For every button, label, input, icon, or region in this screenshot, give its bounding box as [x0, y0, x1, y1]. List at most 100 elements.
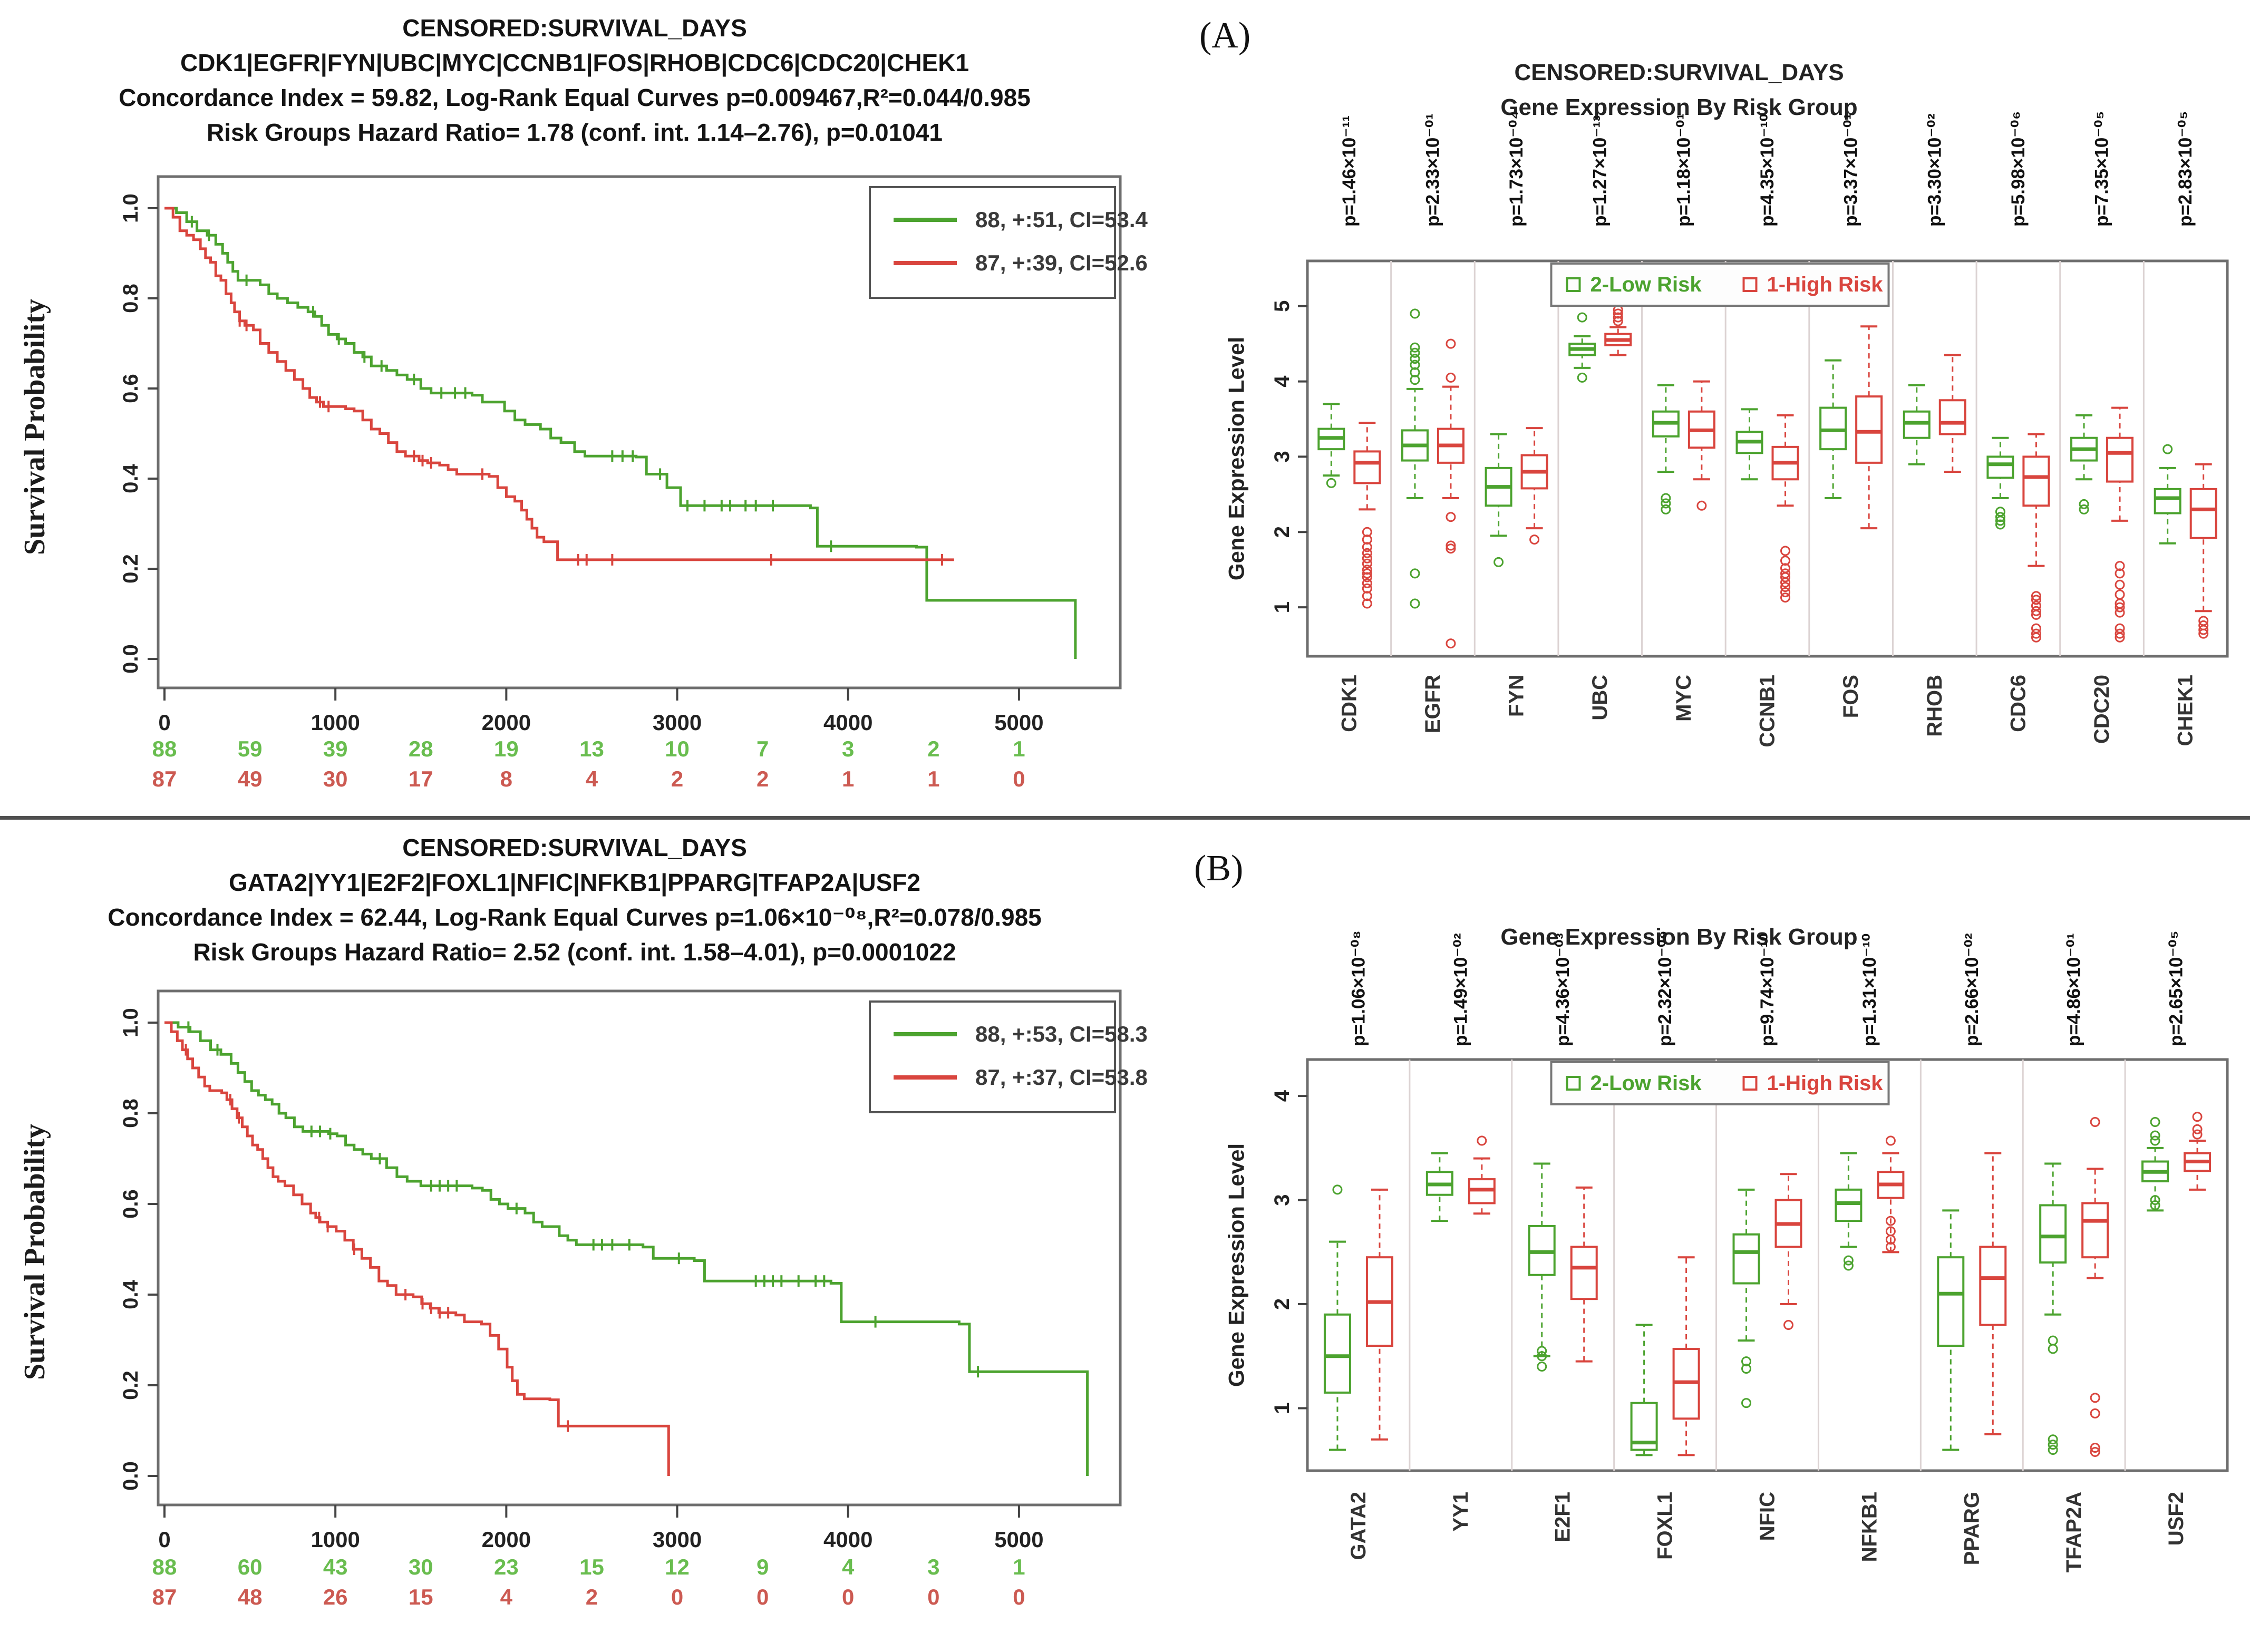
outlier-point — [2192, 1124, 2203, 1134]
y-tick-label: 4 — [1271, 1090, 1294, 1102]
y-tick-label: 1.0 — [119, 1008, 142, 1037]
legend-label: 1-High Risk — [1767, 273, 1884, 296]
risk-count: 0 — [1013, 766, 1025, 791]
legend-swatch — [1742, 1076, 1758, 1091]
gene-label: PPARG — [1960, 1492, 1983, 1565]
title-line: CENSORED:SURVIVAL_DAYS — [402, 14, 747, 42]
risk-count: 2 — [927, 736, 939, 761]
box-iqr — [1937, 1256, 1965, 1347]
gene-label: CHEK1 — [2174, 675, 2197, 746]
outlier-point — [2150, 1200, 2160, 1210]
x-tick-label: 4000 — [823, 710, 872, 735]
pvalue-label: p=4.86×10⁻⁰¹ — [2064, 933, 2084, 1046]
outlier-point — [2079, 504, 2089, 514]
plot-frame — [1306, 259, 2229, 658]
box-iqr — [2081, 1202, 2109, 1259]
y-tick-label: 0.0 — [119, 644, 142, 674]
outlier-point — [1537, 1346, 1547, 1356]
y-tick-label: 0.4 — [119, 1279, 142, 1309]
outlier-point — [2031, 591, 2041, 601]
outlier-point — [1410, 367, 1420, 377]
pvalue-label: p=7.35×10⁻⁰⁵ — [2092, 111, 2112, 227]
outlier-point — [1410, 308, 1420, 319]
outlier-point — [2115, 589, 2125, 600]
outlier-point — [2150, 1116, 2160, 1127]
box-iqr — [1819, 406, 1847, 451]
x-tick-label: 4000 — [823, 1527, 872, 1552]
outlier-point — [1362, 578, 1372, 588]
risk-count: 88 — [152, 1554, 177, 1579]
legend-swatch — [1566, 277, 1581, 292]
legend-box — [1550, 263, 1890, 307]
risk-count: 2 — [586, 1585, 598, 1609]
outlier-point — [1326, 478, 1336, 488]
box-iqr — [1732, 1233, 1760, 1285]
outlier-point — [1613, 312, 1623, 323]
outlier-point — [1661, 498, 1671, 509]
outlier-point — [2090, 1393, 2100, 1403]
y-tick-label: 3 — [1271, 451, 1294, 462]
y-tick-label: 1 — [1271, 1402, 1294, 1414]
outlier-point — [2048, 1344, 2058, 1354]
risk-count: 48 — [238, 1585, 263, 1609]
outlier-point — [1613, 316, 1623, 326]
risk-count: 60 — [238, 1554, 263, 1579]
outlier-point — [2090, 1116, 2100, 1127]
risk-count: 87 — [152, 766, 177, 791]
gene-label: USF2 — [2165, 1492, 2188, 1546]
risk-count: 15 — [409, 1585, 433, 1609]
legend-box — [869, 186, 1116, 299]
y-tick-label: 0.2 — [119, 1371, 142, 1400]
outlier-point — [1780, 546, 1790, 556]
outlier-point — [1780, 572, 1790, 582]
outlier-point — [1446, 540, 1456, 551]
panel-label-b: (B) — [1194, 848, 1244, 889]
risk-count: 19 — [494, 736, 519, 761]
outlier-point — [1362, 598, 1372, 609]
outlier-point — [1995, 519, 2005, 530]
gene-label: TFAP2A — [2062, 1492, 2086, 1572]
outlier-point — [1529, 535, 1540, 545]
risk-count: 28 — [409, 736, 433, 761]
y-axis-label: Gene Expression Level — [1224, 337, 1249, 580]
legend-label: 87, +:39, CI=52.6 — [975, 250, 1148, 275]
outlier-point — [2115, 628, 2125, 639]
x-tick-label: 2000 — [482, 1527, 531, 1552]
x-tick-label: 3000 — [653, 1527, 702, 1552]
y-tick-label: 1.0 — [119, 193, 142, 223]
risk-count: 0 — [1013, 1585, 1025, 1609]
box-iqr — [2106, 436, 2134, 483]
km-top-title-block: CENSORED:SURVIVAL_DAYS CDK1|EGFR|FYN|UBC… — [37, 11, 1112, 150]
km-plot-bottom: 0.00.20.40.60.81.00 1000 2000 3000 4000 50008… — [119, 989, 1148, 1609]
outlier-point — [2048, 1434, 2058, 1445]
survival-curve-low-risk — [164, 207, 1077, 659]
risk-count: 3 — [927, 1554, 939, 1579]
outlier-point — [2198, 628, 2209, 639]
outlier-point — [1446, 543, 1456, 554]
risk-count: 39 — [323, 736, 348, 761]
outlier-point — [2115, 579, 2125, 590]
outlier-point — [1783, 1320, 1793, 1330]
pvalue-label: p=3.30×10⁻⁰² — [1924, 113, 1945, 227]
risk-count: 30 — [409, 1554, 433, 1579]
box-iqr — [1855, 395, 1883, 464]
outlier-point — [1410, 347, 1420, 358]
panel-km-survival-top: CENSORED:SURVIVAL_DAYS CDK1|EGFR|FYN|UBC… — [0, 0, 1149, 816]
risk-count: 2 — [671, 766, 683, 791]
legend-label: 2-Low Risk — [1590, 273, 1702, 296]
y-tick-label: 0.2 — [119, 554, 142, 584]
pvalue-label: p=4.35×10⁻¹⁰ — [1757, 113, 1778, 227]
box-iqr — [1323, 1313, 1351, 1394]
title-line: CENSORED:SURVIVAL_DAYS — [402, 834, 747, 861]
plot-frame — [1306, 1058, 2229, 1472]
outlier-point — [1362, 527, 1372, 537]
outlier-point — [1410, 342, 1420, 353]
x-tick-label: 0 — [158, 1527, 170, 1552]
risk-count: 87 — [152, 1585, 177, 1609]
risk-count: 2 — [757, 766, 769, 791]
y-tick-label: 5 — [1271, 300, 1294, 312]
legend-label: 88, +:51, CI=53.4 — [975, 207, 1148, 232]
pvalue-label: p=2.66×10⁻⁰² — [1962, 933, 1982, 1046]
y-tick-label: 0.0 — [119, 1461, 142, 1491]
